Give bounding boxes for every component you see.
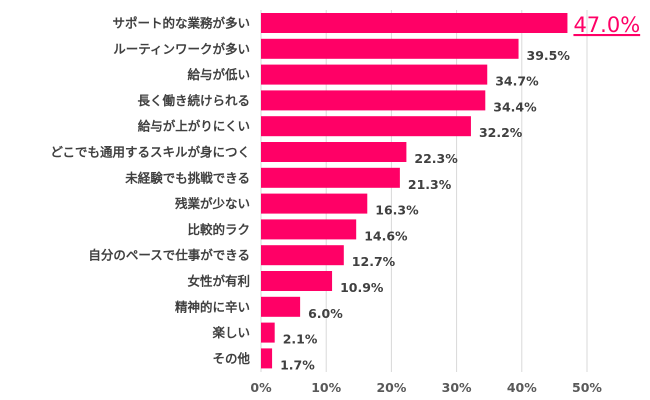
value-label: 12.7% xyxy=(352,254,396,269)
value-label: 16.3% xyxy=(375,203,419,218)
bar xyxy=(261,167,400,188)
bar xyxy=(261,348,273,369)
x-tick-label: 10% xyxy=(311,380,341,395)
x-tick-label: 50% xyxy=(572,380,602,395)
bar xyxy=(261,38,519,59)
value-label: 32.2% xyxy=(479,125,523,140)
bar xyxy=(261,142,407,162)
bar xyxy=(261,193,368,214)
category-label: 長く働き続けられる xyxy=(137,93,250,108)
x-tick-label: 30% xyxy=(442,380,472,395)
category-label: 女性が有利 xyxy=(187,274,250,289)
value-label: 34.7% xyxy=(495,74,539,89)
bar xyxy=(261,90,486,111)
bar xyxy=(261,296,301,317)
bar xyxy=(261,116,471,137)
x-tick-label: 20% xyxy=(376,380,406,395)
value-label: 2.1% xyxy=(283,332,318,347)
category-label: どこでも通用するスキルが身につく xyxy=(50,145,250,160)
bar xyxy=(261,322,275,343)
category-label: 自分のペースで仕事ができる xyxy=(88,248,250,263)
value-label: 39.5% xyxy=(527,48,571,63)
category-label: 給与が低い xyxy=(187,67,250,82)
category-label: 比較的ラク xyxy=(187,222,250,237)
x-tick-label: 0% xyxy=(250,380,272,395)
category-label: 楽しい xyxy=(211,325,250,340)
x-tick-label: 40% xyxy=(507,380,537,395)
value-label: 10.9% xyxy=(340,280,384,295)
category-label: 残業が少ない xyxy=(175,196,250,211)
bar xyxy=(261,271,333,291)
value-label: 21.3% xyxy=(408,177,452,192)
bar xyxy=(261,245,344,266)
value-label: 1.7% xyxy=(280,357,315,372)
value-label: 6.0% xyxy=(308,306,343,321)
category-label: 精神的に辛い xyxy=(175,299,250,314)
value-label: 34.4% xyxy=(493,99,537,114)
highlight-value-label: 47.0% xyxy=(573,13,640,37)
category-label: サポート的な業務が多い xyxy=(112,16,250,31)
category-label: 給与が上がりにくい xyxy=(138,119,250,134)
bar xyxy=(261,64,488,85)
category-label: ルーティンワークが多い xyxy=(113,41,250,56)
category-label: 未経験でも挑戦できる xyxy=(124,170,250,185)
bar xyxy=(261,13,568,33)
bar xyxy=(261,219,357,240)
category-label: その他 xyxy=(212,351,250,366)
value-label: 14.6% xyxy=(364,228,408,243)
value-label: 22.3% xyxy=(414,151,458,166)
